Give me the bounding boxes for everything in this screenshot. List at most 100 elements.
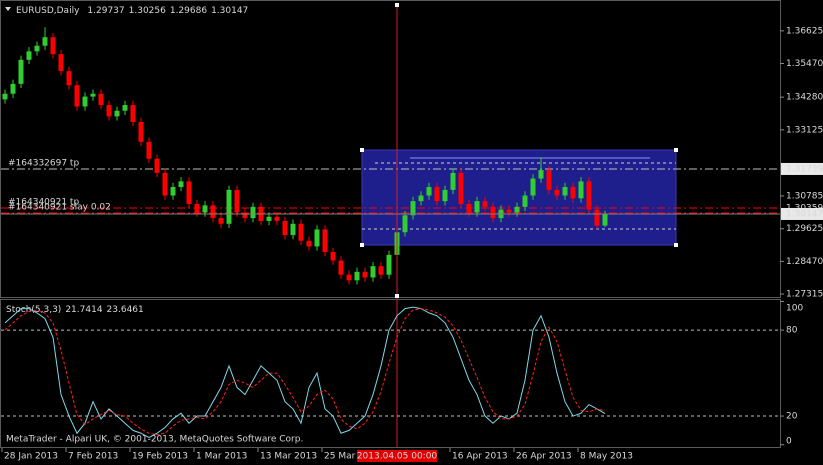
candle-body bbox=[506, 209, 512, 213]
x-tick-label: 26 Apr 2013 bbox=[516, 452, 572, 462]
rectangle-object[interactable] bbox=[361, 149, 677, 246]
x-tick-label: 7 Feb 2013 bbox=[68, 452, 118, 462]
header-high: 1.30256 bbox=[129, 6, 166, 16]
y-tick-label: 1.33125 bbox=[786, 125, 823, 135]
candle-body bbox=[362, 271, 368, 278]
candle-body bbox=[218, 218, 224, 224]
candle-body bbox=[386, 254, 392, 275]
candle-body bbox=[322, 229, 328, 253]
stoch-line bbox=[4, 308, 606, 436]
candle-body bbox=[154, 158, 160, 173]
candle-body bbox=[98, 93, 104, 106]
candle-body bbox=[290, 223, 296, 236]
candle-body bbox=[474, 201, 480, 213]
y-tick-label: 1.30785 bbox=[786, 191, 823, 201]
handle[interactable] bbox=[360, 243, 364, 247]
candle-body bbox=[314, 229, 320, 247]
candle-body bbox=[306, 240, 312, 247]
handle[interactable] bbox=[674, 243, 678, 247]
candle-body bbox=[458, 172, 464, 204]
candle-body bbox=[434, 187, 440, 202]
candle-body bbox=[546, 170, 552, 190]
candle-body bbox=[418, 195, 424, 202]
cursor-handle bbox=[395, 3, 399, 7]
menu-arrow[interactable] bbox=[5, 7, 11, 11]
stoch-header: Stoch(5,3,3) 21.7414 23.6461 bbox=[6, 305, 144, 315]
candle-body bbox=[2, 93, 8, 100]
candle-body bbox=[274, 216, 280, 221]
candle-body bbox=[66, 71, 72, 86]
candle-body bbox=[602, 213, 608, 226]
order-label: #164332697 tp bbox=[8, 158, 79, 168]
candle-body bbox=[346, 274, 352, 281]
candle-body bbox=[562, 187, 568, 196]
candle-body bbox=[522, 195, 528, 207]
candle-body bbox=[586, 181, 592, 210]
x-tick-label: 1 Mar 2013 bbox=[196, 452, 247, 462]
y-tick-label: 1.36625 bbox=[786, 26, 823, 36]
cursor-date-box bbox=[357, 450, 437, 462]
price-box-label: 1.30147 bbox=[786, 209, 823, 219]
main-pane-frame bbox=[0, 0, 781, 298]
candle-body bbox=[18, 59, 24, 84]
candle-body bbox=[50, 37, 56, 55]
symbol: EURUSD,Daily bbox=[16, 6, 80, 16]
price-box bbox=[781, 207, 823, 220]
x-tick-label: 13 Mar 2013 bbox=[260, 452, 317, 462]
candle-body bbox=[338, 260, 344, 275]
candle-body bbox=[82, 96, 88, 107]
candle-body bbox=[114, 110, 120, 117]
candle-body bbox=[26, 51, 32, 60]
x-tick-label: 8 May 2013 bbox=[580, 452, 633, 462]
candle-body bbox=[450, 172, 456, 190]
header-low: 1.29686 bbox=[170, 6, 207, 16]
candle-body bbox=[266, 216, 272, 221]
header-open: 1.29737 bbox=[87, 6, 124, 16]
y-tick-label: 20 bbox=[786, 412, 798, 422]
stoch-title: Stoch(5,3,3) bbox=[6, 305, 61, 315]
price-box bbox=[781, 162, 823, 175]
candle-body bbox=[122, 105, 128, 111]
candle-body bbox=[146, 141, 152, 159]
candle-body bbox=[138, 122, 144, 142]
candle-body bbox=[554, 189, 560, 196]
candle-body bbox=[570, 187, 576, 199]
candle-body bbox=[130, 105, 136, 123]
stoch-d: 23.6461 bbox=[107, 305, 144, 315]
candle-body bbox=[242, 212, 248, 219]
candle-body bbox=[250, 206, 256, 219]
handle[interactable] bbox=[360, 148, 364, 152]
x-tick-label: 16 Apr 2013 bbox=[452, 452, 508, 462]
cursor-date: 2013.04.05 00:00 bbox=[357, 452, 438, 462]
candle-body bbox=[594, 209, 600, 226]
y-tick-label: 100 bbox=[786, 304, 803, 314]
candle-body bbox=[226, 189, 232, 224]
candle-body bbox=[234, 189, 240, 213]
y-tick-label: 1.28470 bbox=[786, 257, 823, 267]
candle-body bbox=[538, 170, 544, 179]
candle-body bbox=[370, 266, 376, 278]
x-tick-label: 25 Mar 2013 bbox=[324, 452, 381, 462]
cursor-handle bbox=[395, 294, 399, 298]
candle-body bbox=[330, 252, 336, 261]
stoch-line bbox=[4, 306, 606, 439]
header-close: 1.30147 bbox=[211, 6, 248, 16]
order-label: #164340921 tp bbox=[8, 197, 79, 207]
candle-body bbox=[378, 266, 384, 275]
candle-body bbox=[410, 201, 416, 216]
price-box-label: 1.31739 bbox=[786, 164, 823, 174]
candle-body bbox=[490, 206, 496, 219]
y-tick-label: 80 bbox=[786, 326, 798, 336]
y-tick-label: 1.35470 bbox=[786, 59, 823, 69]
candle-body bbox=[10, 83, 16, 94]
stoch-k: 21.7414 bbox=[65, 305, 102, 315]
candle-body bbox=[90, 93, 96, 97]
y-tick-label: 1.29625 bbox=[786, 224, 823, 234]
candle-body bbox=[74, 85, 80, 107]
footer: MetaTrader - Alpari UK, © 2001-2013, Met… bbox=[6, 435, 303, 445]
candle-body bbox=[442, 189, 448, 202]
candle-body bbox=[170, 187, 176, 196]
candle-body bbox=[482, 201, 488, 207]
handle[interactable] bbox=[674, 148, 678, 152]
x-tick-label: 19 Feb 2013 bbox=[132, 452, 188, 462]
